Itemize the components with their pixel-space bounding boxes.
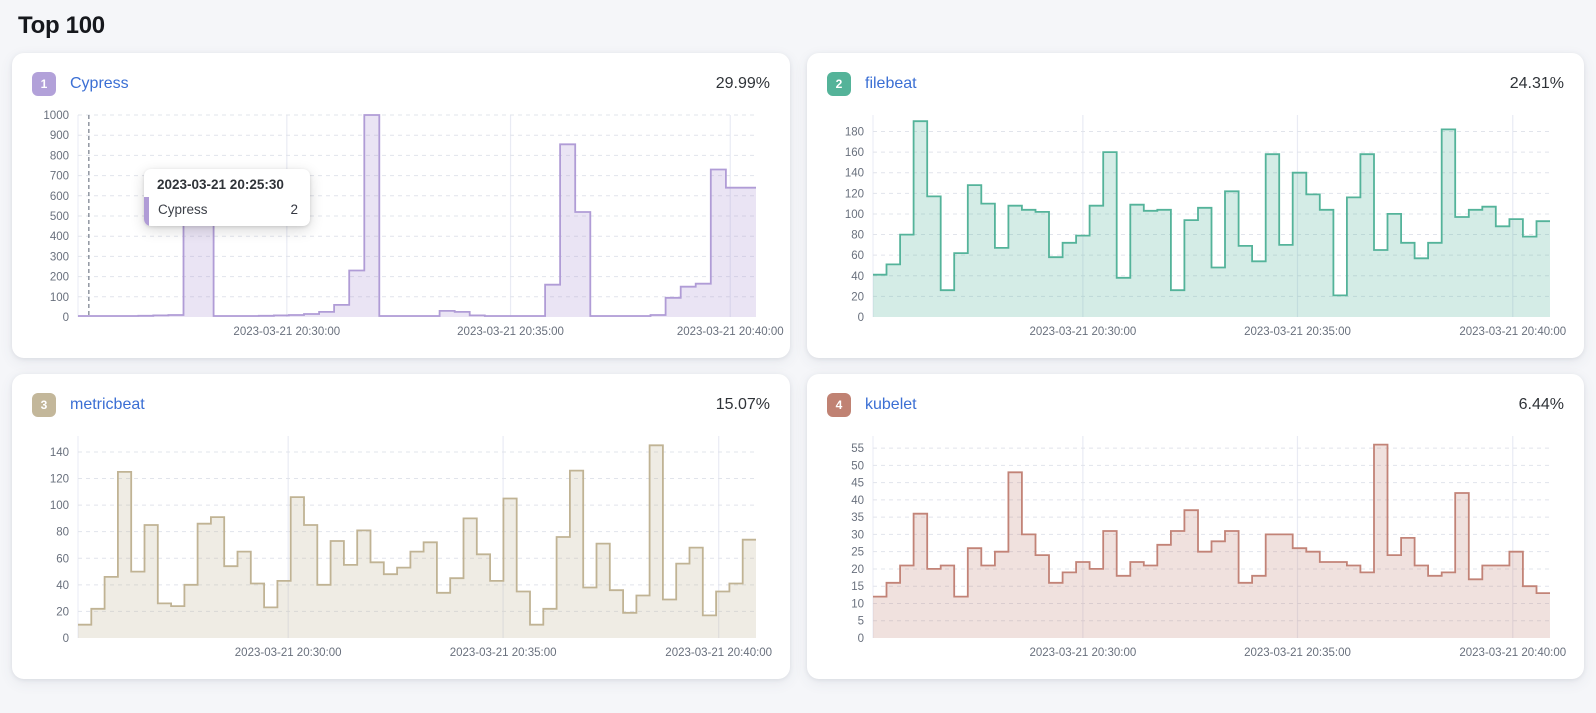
y-axis-label: 120 xyxy=(845,188,864,200)
series-name-link[interactable]: Cypress xyxy=(70,75,129,92)
panel-cypress: 1 Cypress 29.99% 0 100 200 300 400 500 600 700 8… xyxy=(12,53,790,358)
panel-header: 2 filebeat 24.31% xyxy=(827,71,1564,97)
y-axis-label: 140 xyxy=(50,447,69,459)
y-axis-label: 45 xyxy=(851,478,864,490)
series-line xyxy=(873,120,1550,297)
chart-area[interactable]: 0 100 200 300 400 500 600 700 800 900 1000 2023-03-… xyxy=(32,109,783,343)
y-axis-label: 300 xyxy=(50,251,69,263)
panel-filebeat: 2 filebeat 24.31% 0 20 40 60 80 100 120 140 160 1… xyxy=(807,53,1584,358)
rank-badge: 2 xyxy=(827,72,851,96)
x-axis-label: 2023-03-21 20:35:00 xyxy=(457,326,564,338)
chart-area[interactable]: 0 20 40 60 80 100 120 140 2023-03-21 20:30:00 202… xyxy=(32,430,772,664)
x-axis-label: 2023-03-21 20:40:00 xyxy=(1459,326,1566,338)
chart-canvas[interactable]: 0 20 40 60 80 100 120 140 160 180 2023-03-21 20:30… xyxy=(827,109,1566,343)
x-axis-label: 2023-03-21 20:30:00 xyxy=(235,647,342,659)
chart-canvas[interactable]: 0 5 10 15 20 25 30 35 40 45 50 55 2023-03-21 20:30:0… xyxy=(827,430,1566,664)
y-axis-label: 700 xyxy=(50,171,69,183)
series-fill xyxy=(78,115,756,317)
panel-kubelet: 4 kubelet 6.44% 0 5 10 15 20 25 30 35 40 45 50 55 20… xyxy=(807,374,1584,679)
y-axis-label: 100 xyxy=(50,500,69,512)
x-axis-label: 2023-03-21 20:35:00 xyxy=(450,647,557,659)
y-axis-label: 80 xyxy=(851,230,864,242)
y-axis-label: 20 xyxy=(851,291,864,303)
charts-grid: 1 Cypress 29.99% 0 100 200 300 400 500 600 700 8… xyxy=(0,40,1596,679)
y-axis-label: 20 xyxy=(851,564,864,576)
y-axis-label: 40 xyxy=(851,271,864,283)
y-axis-label: 60 xyxy=(56,553,69,565)
y-axis-label: 60 xyxy=(851,250,864,262)
percent-value: 15.07% xyxy=(715,396,770,413)
y-axis-label: 180 xyxy=(845,126,864,138)
series-fill xyxy=(78,445,756,638)
page-title: Top 100 xyxy=(18,12,105,39)
y-axis-label: 0 xyxy=(858,633,864,645)
rank-badge: 4 xyxy=(827,393,851,417)
series-line xyxy=(78,444,756,626)
y-axis-label: 160 xyxy=(845,147,864,159)
y-axis-label: 1000 xyxy=(43,110,69,122)
y-axis-label: 800 xyxy=(50,150,69,162)
y-axis-label: 400 xyxy=(50,231,69,243)
series-name-link[interactable]: kubelet xyxy=(865,396,917,413)
series-line xyxy=(873,443,1550,598)
y-axis-label: 0 xyxy=(63,633,69,645)
y-axis-label: 15 xyxy=(851,581,864,593)
y-axis-label: 40 xyxy=(56,580,69,592)
x-axis-label: 2023-03-21 20:30:00 xyxy=(1029,326,1136,338)
x-axis-label: 2023-03-21 20:35:00 xyxy=(1244,647,1351,659)
y-axis-label: 600 xyxy=(50,191,69,203)
chart-area[interactable]: 0 5 10 15 20 25 30 35 40 45 50 55 2023-03-21 20:30:0… xyxy=(827,430,1566,664)
y-axis-label: 25 xyxy=(851,547,864,559)
rank-badge: 3 xyxy=(32,393,56,417)
y-axis-label: 500 xyxy=(50,211,69,223)
y-axis-label: 100 xyxy=(50,292,69,304)
y-axis-label: 35 xyxy=(851,512,864,524)
x-axis-label: 2023-03-21 20:35:00 xyxy=(1244,326,1351,338)
percent-value: 6.44% xyxy=(1518,396,1564,413)
y-axis-label: 20 xyxy=(56,606,69,618)
chart-canvas[interactable]: 0 100 200 300 400 500 600 700 800 900 1000 2023-03-… xyxy=(32,109,783,343)
x-axis-label: 2023-03-21 20:30:00 xyxy=(1029,647,1136,659)
chart-area[interactable]: 0 20 40 60 80 100 120 140 160 180 2023-03-21 20:30… xyxy=(827,109,1566,343)
percent-value: 24.31% xyxy=(1509,75,1564,92)
y-axis-label: 10 xyxy=(851,598,864,610)
y-axis-label: 80 xyxy=(56,527,69,539)
chart-canvas[interactable]: 0 20 40 60 80 100 120 140 2023-03-21 20:30:00 202… xyxy=(32,430,772,664)
panel-metricbeat: 3 metricbeat 15.07% 0 20 40 60 80 100 120 140 20… xyxy=(12,374,790,679)
panel-header: 3 metricbeat 15.07% xyxy=(32,392,770,418)
y-axis-label: 140 xyxy=(845,168,864,180)
y-axis-label: 0 xyxy=(63,312,69,324)
y-axis-label: 0 xyxy=(858,312,864,324)
y-axis-label: 100 xyxy=(845,209,864,221)
rank-badge: 1 xyxy=(32,72,56,96)
y-axis-label: 55 xyxy=(851,443,864,455)
series-name-link[interactable]: filebeat xyxy=(865,75,917,92)
y-axis-label: 30 xyxy=(851,529,864,541)
percent-value: 29.99% xyxy=(715,75,770,92)
y-axis-label: 5 xyxy=(858,616,864,628)
x-axis-label: 2023-03-21 20:40:00 xyxy=(665,647,772,659)
y-axis-label: 900 xyxy=(50,130,69,142)
x-axis-label: 2023-03-21 20:40:00 xyxy=(677,326,784,338)
y-axis-label: 40 xyxy=(851,495,864,507)
y-axis-label: 50 xyxy=(851,460,864,472)
y-axis-label: 200 xyxy=(50,272,69,284)
panel-header: 4 kubelet 6.44% xyxy=(827,392,1564,418)
y-axis-label: 120 xyxy=(50,474,69,486)
x-axis-label: 2023-03-21 20:40:00 xyxy=(1459,647,1566,659)
panel-header: 1 Cypress 29.99% xyxy=(32,71,770,97)
series-name-link[interactable]: metricbeat xyxy=(70,396,145,413)
x-axis-label: 2023-03-21 20:30:00 xyxy=(233,326,340,338)
